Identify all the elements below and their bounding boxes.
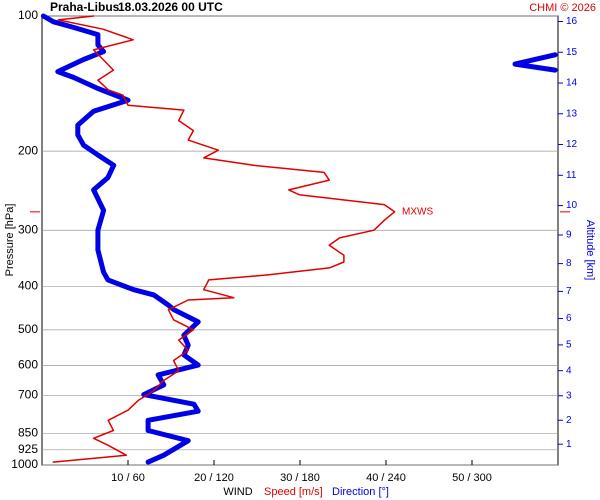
x-tick-label: 40 / 240 bbox=[366, 472, 406, 484]
y2-tick-label: 14 bbox=[566, 78, 578, 89]
y-tick-label: 850 bbox=[18, 425, 38, 439]
y-tick-label: 100 bbox=[18, 8, 38, 22]
direction-line bbox=[512, 52, 558, 73]
speed-line bbox=[52, 15, 396, 463]
y-tick-label: 600 bbox=[18, 358, 38, 372]
y2-tick-label: 7 bbox=[566, 286, 572, 297]
y2-tick-label: 15 bbox=[566, 47, 578, 58]
chart-subtitle: 18.03.2026 00 UTC bbox=[118, 0, 223, 14]
x-tick-label: 50 / 300 bbox=[452, 472, 492, 484]
y2-tick-label: 5 bbox=[566, 340, 572, 351]
y2-tick-label: 2 bbox=[566, 415, 572, 426]
y-tick-label: 400 bbox=[18, 278, 38, 292]
legend-direction: Direction [°] bbox=[332, 486, 389, 498]
annotation: MXWS bbox=[402, 206, 433, 217]
y2-tick-label: 11 bbox=[566, 170, 577, 181]
y2-tick-label: 1 bbox=[566, 439, 572, 450]
x-tick-label: 30 / 180 bbox=[280, 472, 320, 484]
y2-tick-label: 12 bbox=[566, 139, 578, 150]
y-tick-label: 200 bbox=[18, 143, 38, 157]
x-tick-label: 20 / 120 bbox=[194, 472, 234, 484]
y-tick-label: 1000 bbox=[11, 457, 38, 471]
x-axis-label: WIND bbox=[223, 486, 252, 498]
y-axis-label: Pressure [hPa] bbox=[4, 204, 16, 277]
y-tick-label: 700 bbox=[18, 388, 38, 402]
plot-frame bbox=[41, 15, 559, 466]
y-tick-label: 300 bbox=[18, 222, 38, 236]
y2-tick-label: 6 bbox=[566, 313, 572, 324]
y2-tick-label: 16 bbox=[566, 16, 578, 27]
legend-speed: Speed [m/s] bbox=[264, 486, 323, 498]
chart-title: Praha-Libus bbox=[50, 0, 120, 14]
y2-axis-label: Altitude [km] bbox=[584, 220, 596, 281]
y2-tick-label: 4 bbox=[566, 365, 572, 376]
y-tick-label: 500 bbox=[18, 322, 38, 336]
y-tick-label: 925 bbox=[18, 442, 38, 456]
direction-line bbox=[40, 13, 201, 465]
x-tick-label: 10 / 60 bbox=[111, 472, 145, 484]
y2-tick-label: 13 bbox=[566, 108, 578, 119]
y2-tick-label: 8 bbox=[566, 258, 572, 269]
credit: CHMI © 2026 bbox=[529, 2, 596, 14]
y2-tick-label: 10 bbox=[566, 200, 578, 211]
y2-tick-label: 9 bbox=[566, 230, 572, 241]
y2-tick-label: 3 bbox=[566, 390, 572, 401]
